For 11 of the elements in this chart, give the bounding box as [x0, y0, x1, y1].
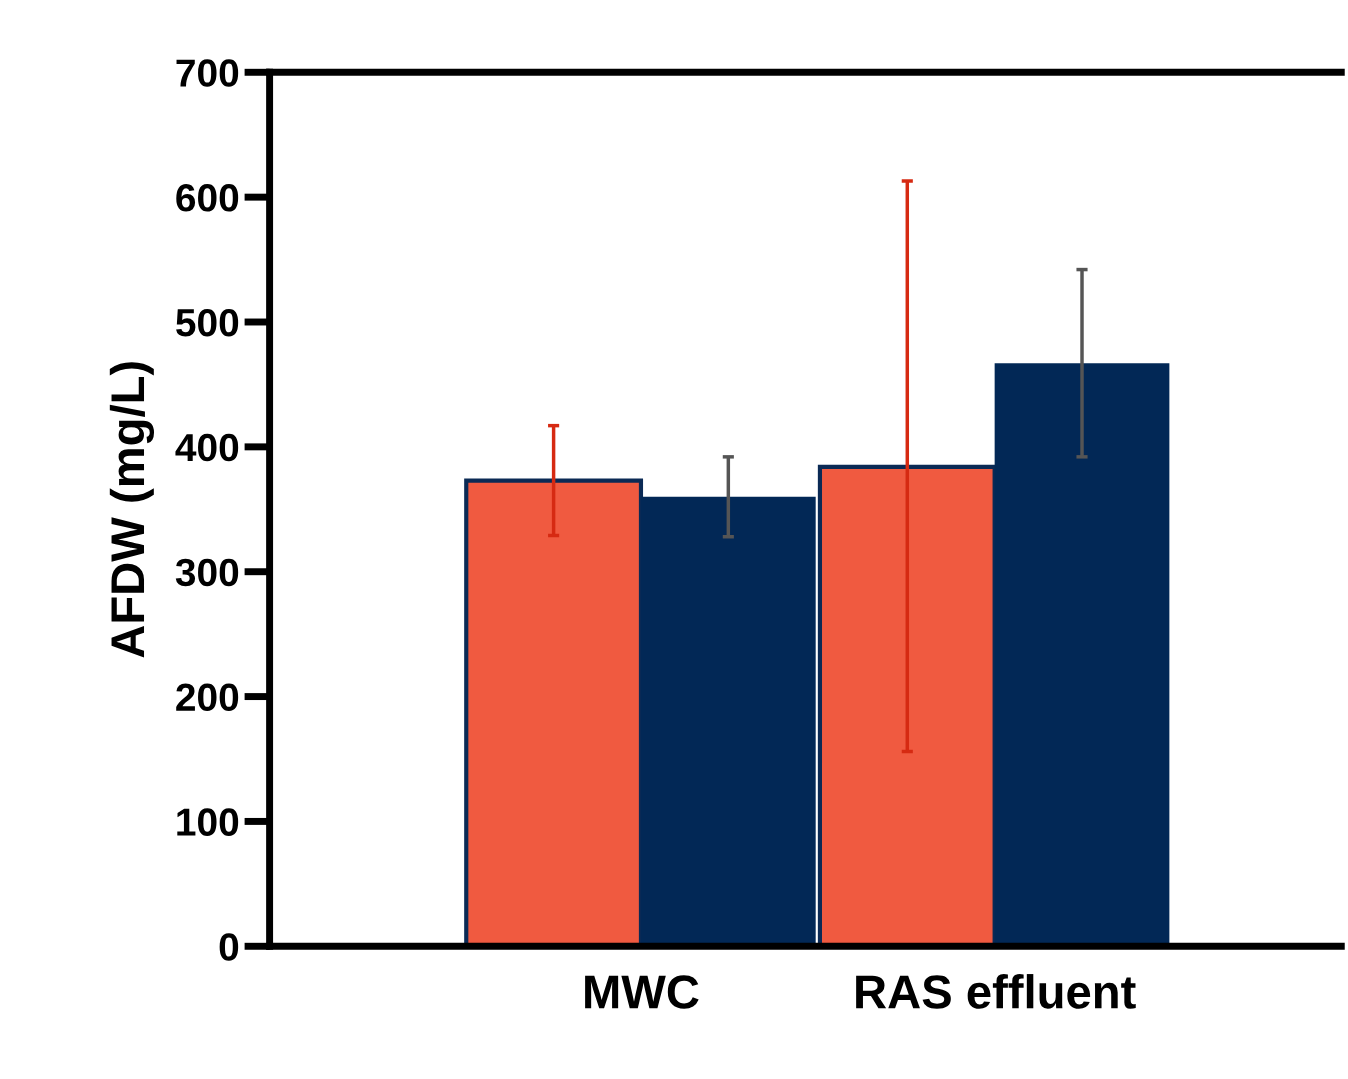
y-tick-label: 0: [219, 933, 239, 961]
y-tick-label: 400: [175, 433, 239, 462]
x-tick-label: MWC: [585, 975, 699, 1009]
y-tick-label: 300: [175, 558, 239, 587]
y-tick-label: 100: [177, 808, 239, 836]
x-tick-label: RAS effluent: [856, 974, 1136, 1009]
y-tick-label: 600: [176, 184, 239, 212]
y-tick-label: 700: [176, 59, 239, 87]
y-tick-label: 500: [176, 308, 239, 337]
y-tick-label: 200: [176, 683, 239, 712]
y-axis-title: AFDW (mg/L): [109, 362, 155, 658]
